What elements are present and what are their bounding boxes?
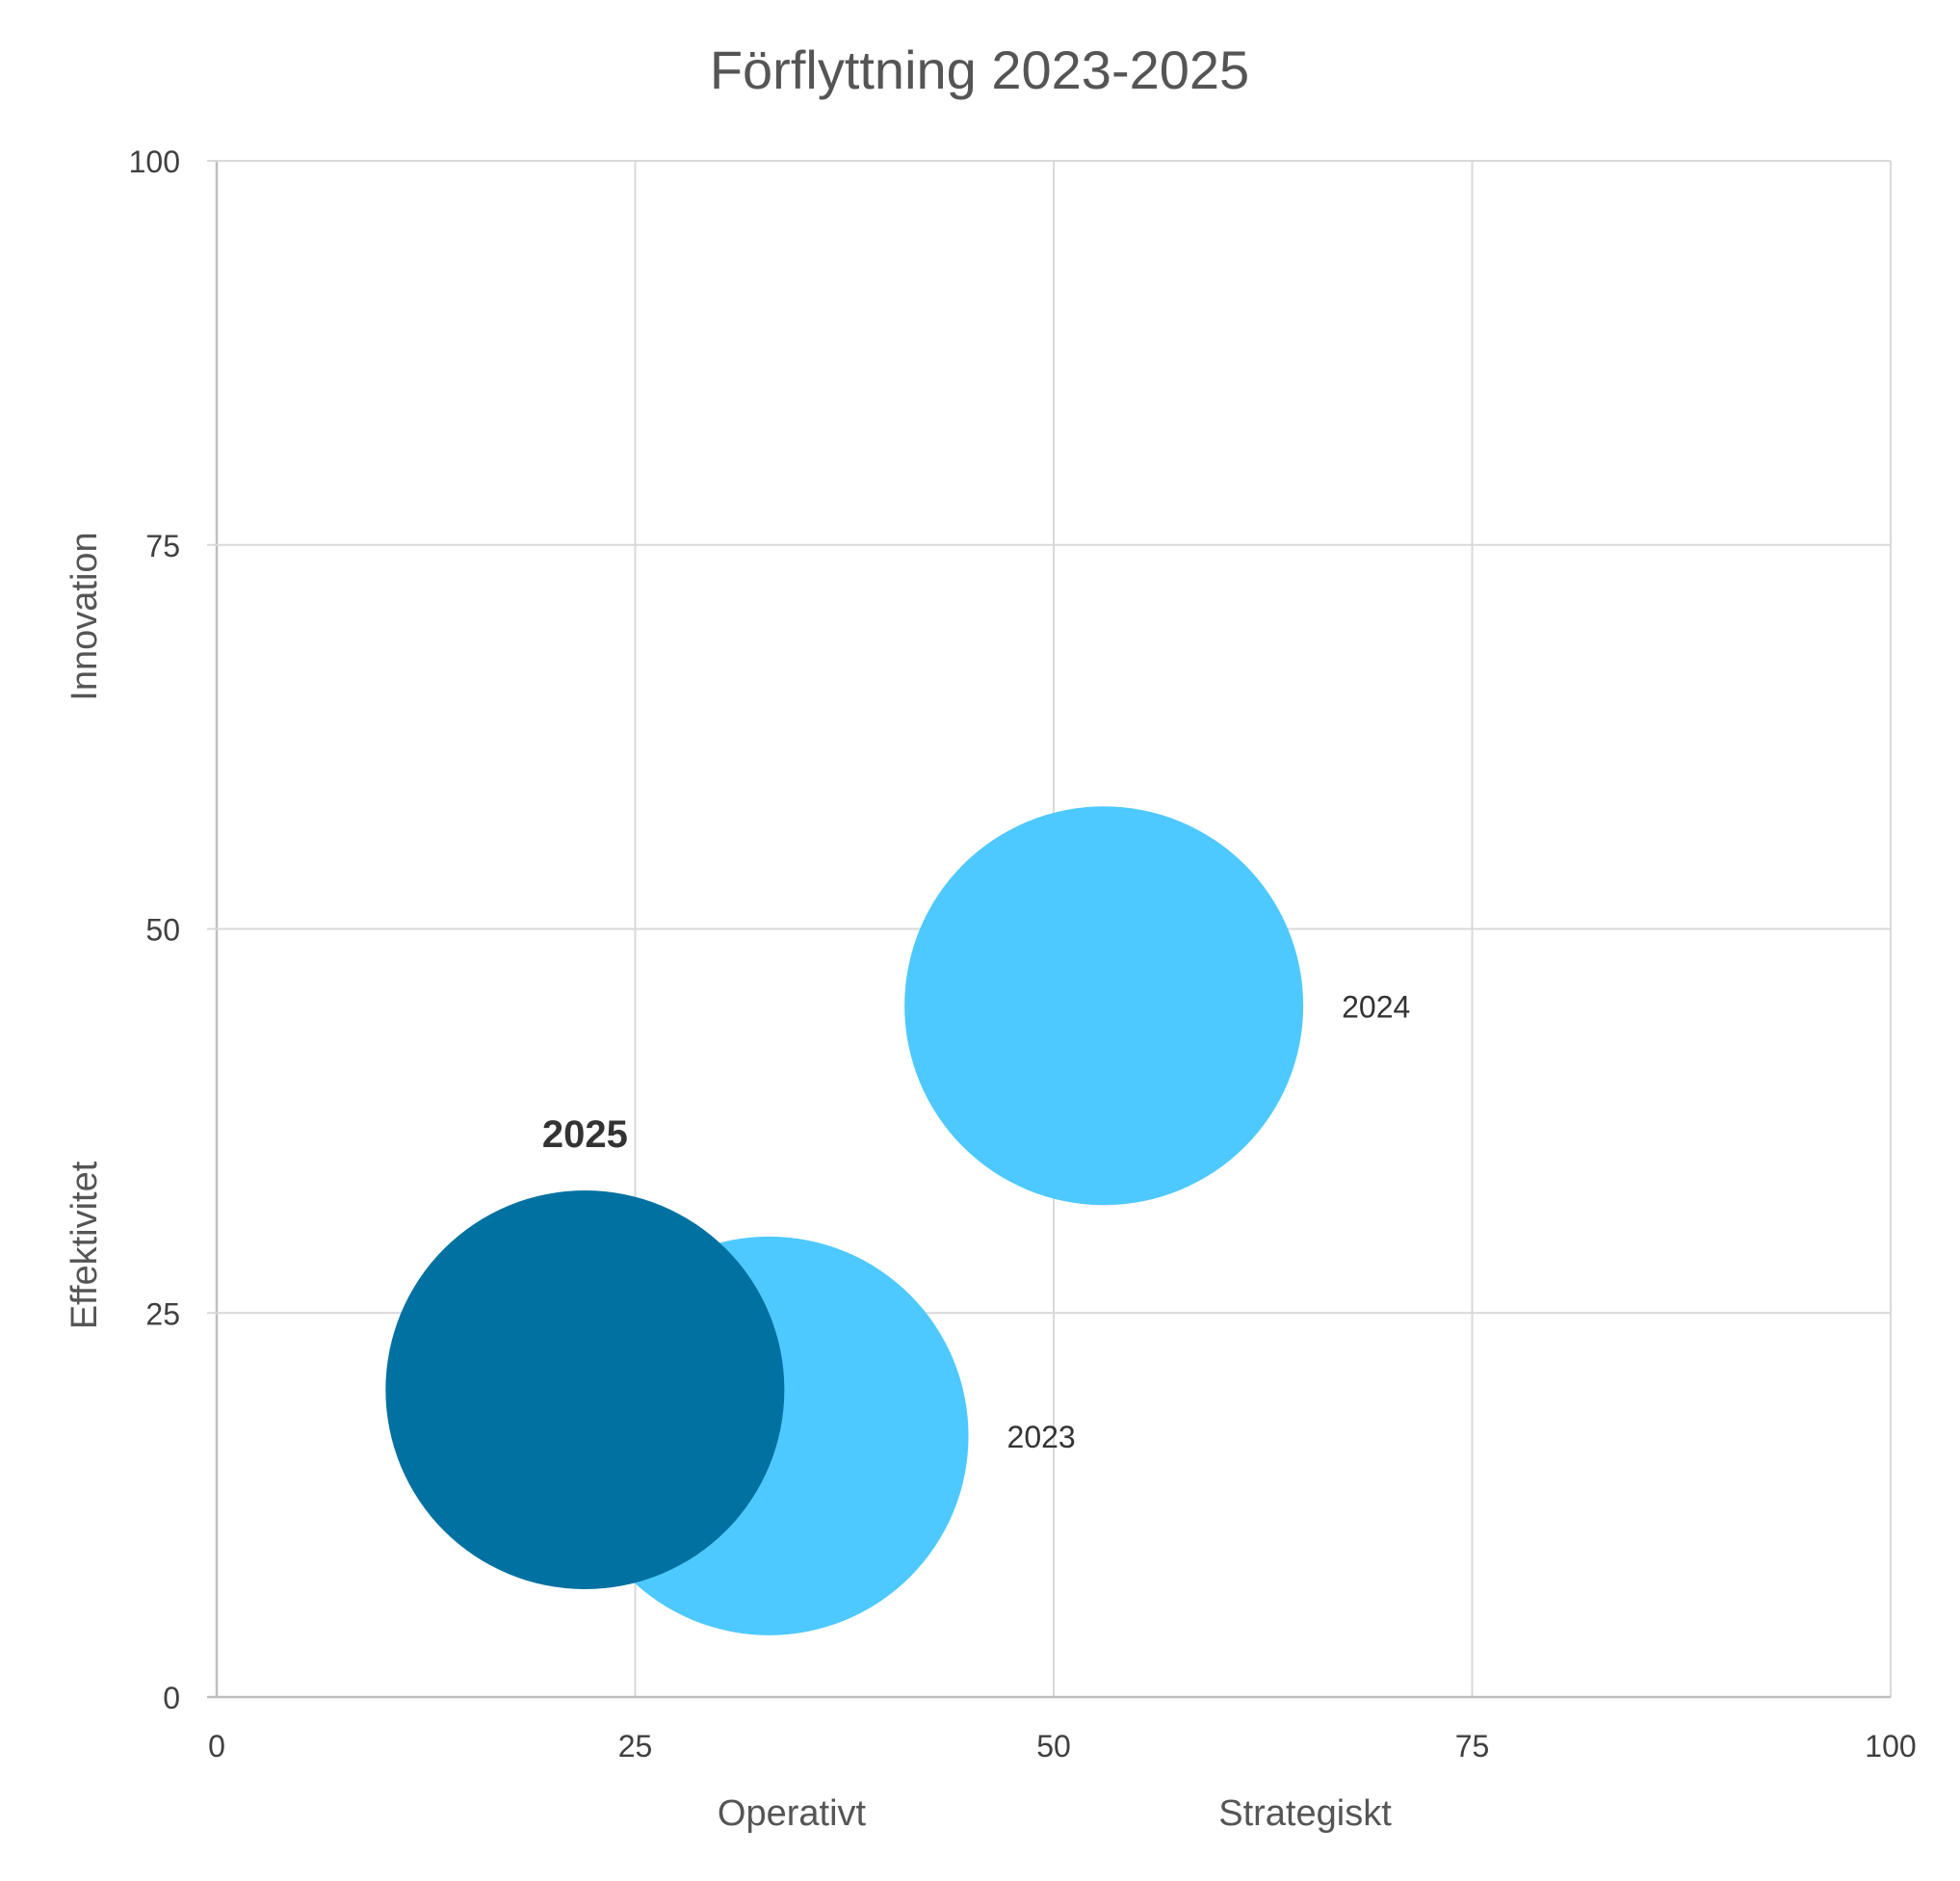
x-tick-label-100: 100 xyxy=(1865,1729,1916,1763)
y-tick-label-50: 50 xyxy=(145,913,180,948)
x-tick-label-75: 75 xyxy=(1455,1729,1490,1763)
bubble-2025 xyxy=(385,1190,785,1589)
bubble-label-2025: 2025 xyxy=(542,1113,628,1156)
y-axis-label-effektivitet: Effektivitet xyxy=(65,1161,105,1329)
x-axis-label-strategiskt: Strategiskt xyxy=(1218,1793,1392,1834)
x-tick-label-25: 25 xyxy=(618,1729,653,1763)
y-tick-label-25: 25 xyxy=(145,1296,180,1331)
bubble-label-2023: 2023 xyxy=(1007,1420,1076,1454)
y-tick-label-0: 0 xyxy=(163,1681,180,1715)
bubbles xyxy=(385,806,1304,1635)
bubble-labels: 2023 2024 2025 xyxy=(542,989,1410,1454)
y-axis-label-innovation: Innovation xyxy=(65,532,105,700)
x-axis-label-operativt: Operativt xyxy=(718,1793,867,1834)
chart-title: Förflyttning 2023-2025 xyxy=(710,39,1249,100)
y-tick-label-100: 100 xyxy=(129,144,180,179)
x-tick-label-50: 50 xyxy=(1036,1729,1071,1763)
tick-labels: 0 25 50 75 100 0 25 50 75 100 xyxy=(129,144,1917,1763)
bubble-2024 xyxy=(904,806,1304,1206)
bubble-label-2024: 2024 xyxy=(1342,989,1410,1024)
y-tick-label-75: 75 xyxy=(145,529,180,563)
x-tick-label-0: 0 xyxy=(208,1729,225,1763)
